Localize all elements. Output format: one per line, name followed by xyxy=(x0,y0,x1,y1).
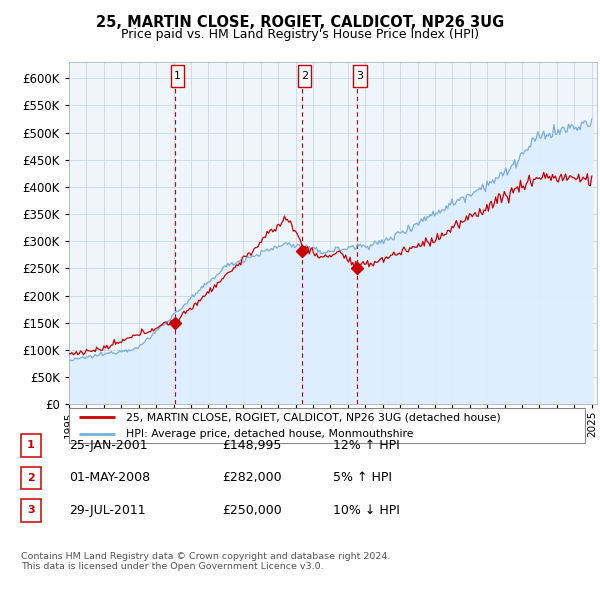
FancyBboxPatch shape xyxy=(69,408,585,442)
Text: 10% ↓ HPI: 10% ↓ HPI xyxy=(333,504,400,517)
Text: HPI: Average price, detached house, Monmouthshire: HPI: Average price, detached house, Monm… xyxy=(126,428,413,438)
Text: 25-JAN-2001: 25-JAN-2001 xyxy=(69,439,148,452)
Text: 29-JUL-2011: 29-JUL-2011 xyxy=(69,504,146,517)
Text: 2: 2 xyxy=(27,473,35,483)
Text: £282,000: £282,000 xyxy=(222,471,281,484)
Text: £148,995: £148,995 xyxy=(222,439,281,452)
Text: 3: 3 xyxy=(27,506,35,515)
Text: 25, MARTIN CLOSE, ROGIET, CALDICOT, NP26 3UG: 25, MARTIN CLOSE, ROGIET, CALDICOT, NP26… xyxy=(96,15,504,30)
FancyBboxPatch shape xyxy=(353,64,367,87)
Text: 1: 1 xyxy=(174,71,181,81)
Text: Contains HM Land Registry data © Crown copyright and database right 2024.
This d: Contains HM Land Registry data © Crown c… xyxy=(21,552,391,571)
Text: 1: 1 xyxy=(27,441,35,450)
Text: 12% ↑ HPI: 12% ↑ HPI xyxy=(333,439,400,452)
Text: 01-MAY-2008: 01-MAY-2008 xyxy=(69,471,150,484)
Text: 2: 2 xyxy=(301,71,308,81)
Text: Price paid vs. HM Land Registry's House Price Index (HPI): Price paid vs. HM Land Registry's House … xyxy=(121,28,479,41)
Text: £250,000: £250,000 xyxy=(222,504,282,517)
Text: 5% ↑ HPI: 5% ↑ HPI xyxy=(333,471,392,484)
Text: 25, MARTIN CLOSE, ROGIET, CALDICOT, NP26 3UG (detached house): 25, MARTIN CLOSE, ROGIET, CALDICOT, NP26… xyxy=(126,412,500,422)
Text: 3: 3 xyxy=(356,71,364,81)
FancyBboxPatch shape xyxy=(171,64,184,87)
FancyBboxPatch shape xyxy=(298,64,311,87)
